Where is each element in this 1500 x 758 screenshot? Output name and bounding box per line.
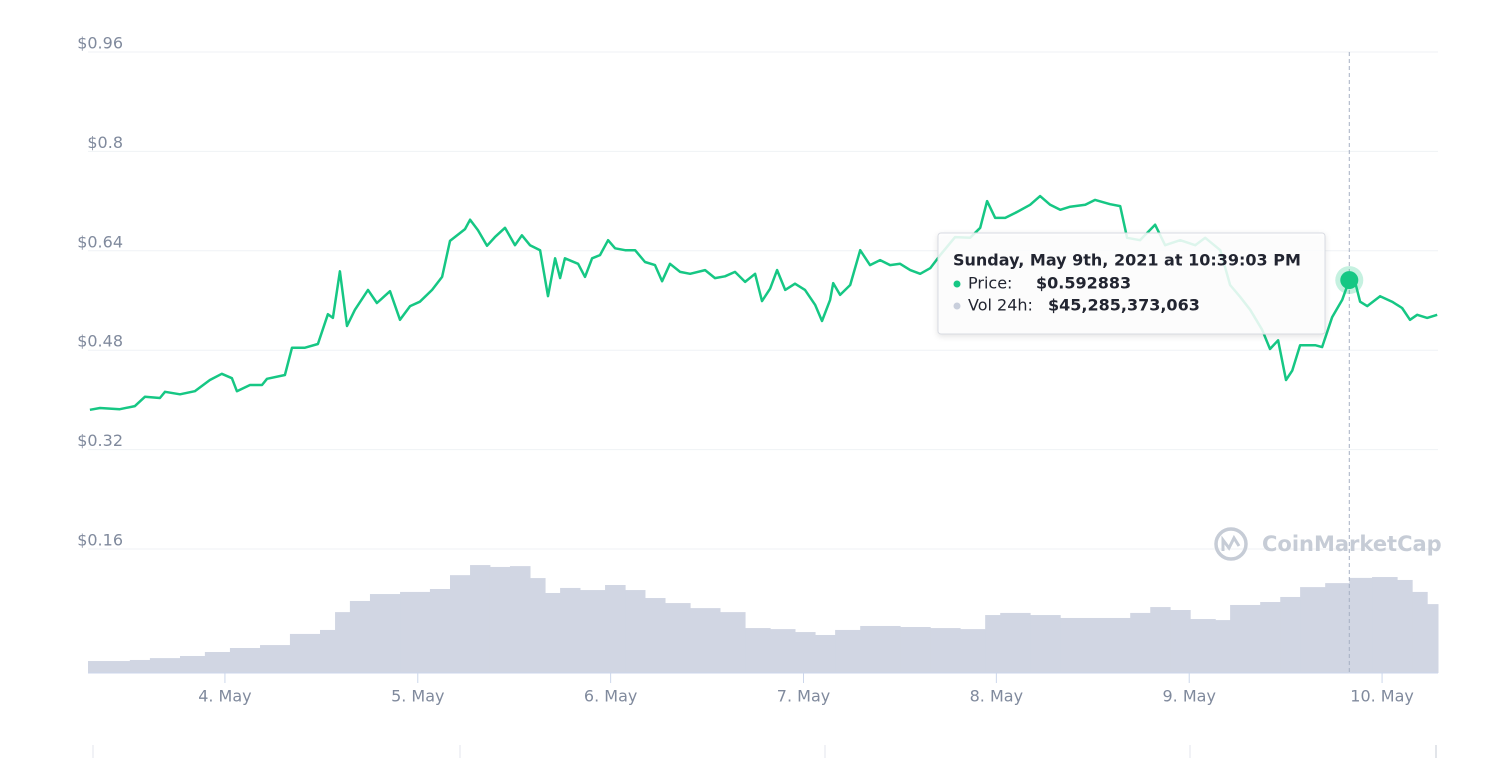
- navigator: [92, 745, 1437, 758]
- volume-bar: [335, 612, 351, 673]
- volume-bar: [88, 661, 131, 673]
- volume-bar: [449, 575, 471, 673]
- volume-bar: [1300, 587, 1326, 673]
- tooltip: Sunday, May 9th, 2021 at 10:39:03 PM Pri…: [937, 232, 1326, 335]
- price-line-group: [89, 52, 1438, 673]
- volume-bar: [1170, 610, 1191, 673]
- volume-bar: [1397, 579, 1413, 673]
- tooltip-label: Price:: [968, 274, 1012, 293]
- watermark-logo-mark: [1221, 534, 1241, 551]
- hover-point: [1340, 271, 1359, 290]
- volume-bar: [1280, 596, 1301, 673]
- volume-bar: [900, 627, 931, 673]
- volume-bar: [1349, 577, 1373, 673]
- x-tick-label: 9. May: [1162, 687, 1215, 706]
- volume-bar: [179, 655, 206, 673]
- volume-bar: [400, 591, 431, 673]
- tooltip-bullet: [953, 280, 961, 288]
- volume-bar: [930, 628, 961, 673]
- volume-bar: [1000, 612, 1031, 673]
- volume-bar: [1230, 604, 1261, 673]
- volume-bar: [1260, 602, 1281, 673]
- tooltip-title: Sunday, May 9th, 2021 at 10:39:03 PM: [953, 251, 1301, 270]
- y-tick-label: $0.96: [77, 34, 123, 53]
- volume-bar: [129, 659, 151, 673]
- volume-bar: [530, 578, 546, 673]
- volume-bar: [149, 658, 181, 673]
- volume-bar: [320, 629, 336, 673]
- y-tick-label: $0.16: [77, 531, 123, 550]
- volume-bar: [560, 587, 581, 673]
- volume-bar: [509, 566, 531, 673]
- grid: $0.16 $0.32 $0.48 $0.64 $0.8 $0.96: [77, 34, 1438, 550]
- volume-bar: [1412, 591, 1428, 673]
- volume-bar: [985, 615, 1001, 673]
- volume-bar: [429, 589, 451, 673]
- volume-bar: [770, 629, 796, 673]
- tooltip-label: Vol 24h:: [968, 296, 1033, 315]
- volume-bar: [289, 633, 321, 673]
- volume-bar: [1372, 577, 1398, 673]
- volume-bar: [625, 590, 646, 673]
- volume-bar: [1190, 619, 1216, 673]
- volume-bar: [470, 565, 491, 673]
- volume-bar: [229, 648, 261, 673]
- x-tick-label: 5. May: [391, 687, 444, 706]
- x-tick-label: 6. May: [584, 687, 637, 706]
- watermark-text: CoinMarketCap: [1262, 532, 1442, 556]
- volume-bar: [665, 603, 691, 673]
- tooltip-value: $45,285,373,063: [1048, 296, 1200, 315]
- volume-bar: [719, 612, 746, 673]
- volume-bar: [860, 625, 901, 673]
- volume-bar: [1060, 617, 1101, 673]
- volume-bar: [605, 585, 626, 673]
- x-tick-label: 10. May: [1350, 687, 1414, 706]
- volume-bar: [960, 629, 986, 673]
- x-tick-label: 7. May: [777, 687, 830, 706]
- volume-bar: [815, 634, 836, 673]
- volume-bar: [795, 632, 816, 673]
- volume-bar: [1150, 607, 1171, 673]
- x-tick-label: 4. May: [198, 687, 251, 706]
- volume-bar: [835, 629, 861, 673]
- volume-bar: [545, 592, 561, 673]
- volume-bar: [1325, 583, 1350, 673]
- volume-bar: [1030, 615, 1061, 673]
- y-tick-label: $0.48: [77, 332, 123, 351]
- volume-bar: [745, 628, 771, 673]
- x-tick-label: 8. May: [970, 687, 1023, 706]
- y-tick-label: $0.32: [77, 431, 123, 450]
- volume-bar: [204, 652, 231, 673]
- y-tick-label: $0.64: [77, 232, 123, 251]
- volume-bar: [690, 608, 721, 673]
- volume-bar: [644, 598, 666, 673]
- volume-bar: [1427, 604, 1439, 673]
- volume-bar: [1215, 620, 1231, 673]
- volume-bar: [579, 590, 606, 673]
- volume-area: [88, 565, 1439, 673]
- volume-bar: [1130, 612, 1151, 673]
- volume-bar: [369, 594, 401, 673]
- x-axis: 4. May 5. May 6. May 7. May 8. May 9. May 10. …: [88, 672, 1438, 706]
- tooltip-bullet: [953, 302, 961, 310]
- volume-bar: [260, 645, 291, 673]
- y-tick-label: $0.8: [87, 133, 123, 152]
- watermark-logo: [1214, 527, 1248, 561]
- tooltip-value: $0.592883: [1036, 274, 1131, 293]
- watermark: CoinMarketCap: [1214, 527, 1442, 561]
- tooltip-box: [937, 232, 1326, 335]
- volume-bar: [489, 566, 511, 673]
- volume-bar: [1100, 617, 1131, 673]
- volume-bar: [349, 600, 371, 673]
